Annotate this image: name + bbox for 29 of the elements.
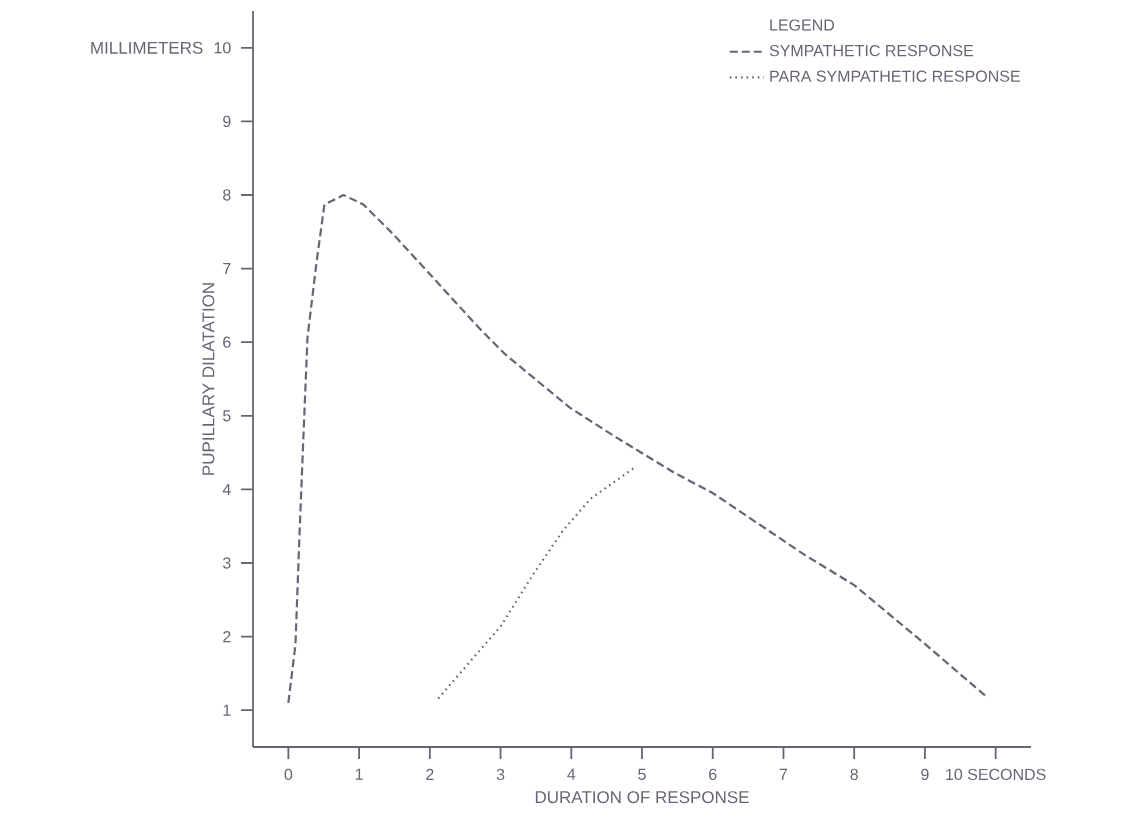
legend-label: SYMPATHETIC RESPONSE [769, 44, 974, 57]
y-axis-title: PUPILLARY DILATATION [202, 283, 215, 475]
y-tick-label: 6 [223, 336, 231, 348]
text: MILLIMETERS [91, 41, 203, 54]
x-tick-label: 3 [496, 768, 505, 781]
x-tick-label: 1 [355, 768, 363, 780]
y-tick-label: 3 [222, 557, 231, 569]
line-series [437, 466, 637, 700]
y-tick-label: 1 [223, 704, 231, 716]
x-tick-label: 7 [779, 768, 788, 780]
x-tick-label: 8 [850, 768, 858, 781]
y-tick-label: 10 [214, 42, 231, 54]
x-axis-title: DURATION OF RESPONSE [535, 791, 749, 804]
x-tick-label: 10 SECONDS [946, 768, 1046, 781]
y-tick-label: 9 [223, 115, 231, 128]
legend-label: PARA SYMPATHETIC RESPONSE [770, 70, 1020, 82]
x-tick-label: 0 [284, 768, 293, 781]
line-series [287, 193, 987, 704]
y-tick-label: 2 [223, 631, 231, 643]
x-tick-label: 5 [638, 768, 646, 780]
x-tick-label: 4 [567, 768, 576, 780]
x-tick-label: 2 [426, 768, 434, 780]
y-tick-label: 4 [222, 483, 231, 495]
y-tick-label: 7 [223, 263, 231, 275]
x-tick-label: 6 [709, 768, 717, 781]
y-tick-label: 8 [223, 189, 231, 201]
y-tick-label: 5 [223, 410, 231, 422]
x-tick-label: 9 [921, 768, 929, 781]
legend-title: LEGEND [770, 19, 835, 31]
